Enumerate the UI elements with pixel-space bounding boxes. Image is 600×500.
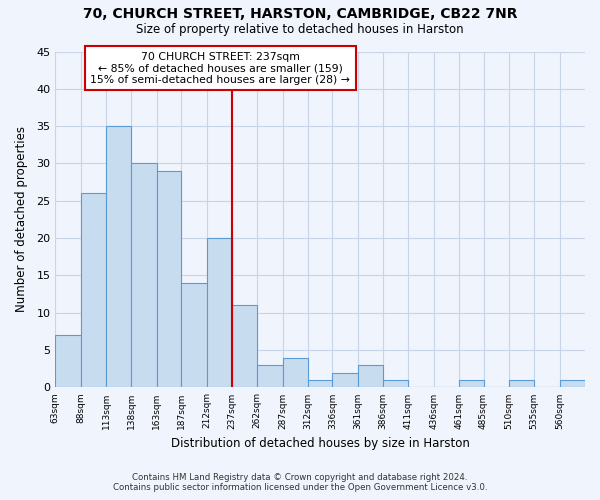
Bar	[459, 380, 484, 388]
Bar	[383, 380, 409, 388]
Bar	[206, 238, 232, 388]
Bar	[131, 164, 157, 388]
Bar	[560, 380, 585, 388]
Bar	[55, 335, 80, 388]
Y-axis label: Number of detached properties: Number of detached properties	[15, 126, 28, 312]
Bar	[232, 306, 257, 388]
Text: 70, CHURCH STREET, HARSTON, CAMBRIDGE, CB22 7NR: 70, CHURCH STREET, HARSTON, CAMBRIDGE, C…	[83, 8, 517, 22]
Bar	[80, 194, 106, 388]
Bar	[106, 126, 131, 388]
Bar	[509, 380, 534, 388]
Bar	[332, 372, 358, 388]
Text: 70 CHURCH STREET: 237sqm
← 85% of detached houses are smaller (159)
15% of semi-: 70 CHURCH STREET: 237sqm ← 85% of detach…	[90, 52, 350, 84]
Bar	[308, 380, 332, 388]
Bar	[283, 358, 308, 388]
Bar	[257, 365, 283, 388]
Bar	[157, 171, 181, 388]
Text: Size of property relative to detached houses in Harston: Size of property relative to detached ho…	[136, 22, 464, 36]
X-axis label: Distribution of detached houses by size in Harston: Distribution of detached houses by size …	[171, 437, 470, 450]
Bar	[181, 283, 206, 388]
Text: Contains HM Land Registry data © Crown copyright and database right 2024.
Contai: Contains HM Land Registry data © Crown c…	[113, 473, 487, 492]
Bar	[358, 365, 383, 388]
